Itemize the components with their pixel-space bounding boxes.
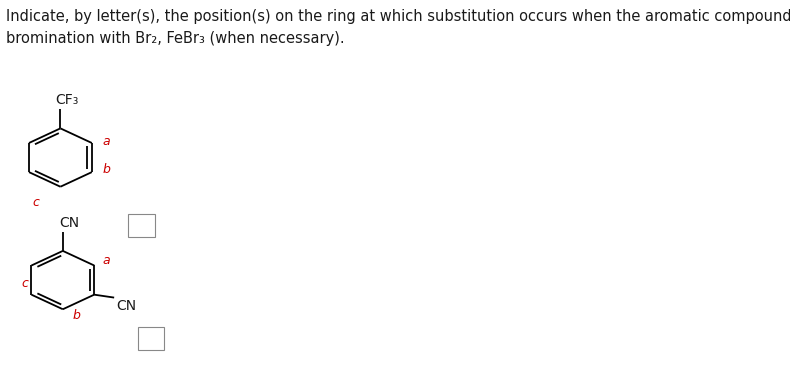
Text: bromination with Br₂, FeBr₃ (when necessary).: bromination with Br₂, FeBr₃ (when necess…: [6, 31, 345, 46]
Text: Indicate, by letter(s), the position(s) on the ring at which substitution occurs: Indicate, by letter(s), the position(s) …: [6, 9, 790, 24]
Text: b: b: [103, 163, 111, 176]
Text: CN: CN: [59, 216, 79, 230]
Text: a: a: [103, 135, 110, 149]
Bar: [137, 327, 164, 350]
Text: CN: CN: [116, 299, 136, 313]
Text: b: b: [73, 308, 81, 322]
Text: c: c: [22, 277, 28, 291]
Text: a: a: [103, 254, 110, 267]
Bar: [128, 214, 155, 237]
Text: c: c: [33, 196, 40, 209]
Text: CF₃: CF₃: [55, 93, 78, 107]
